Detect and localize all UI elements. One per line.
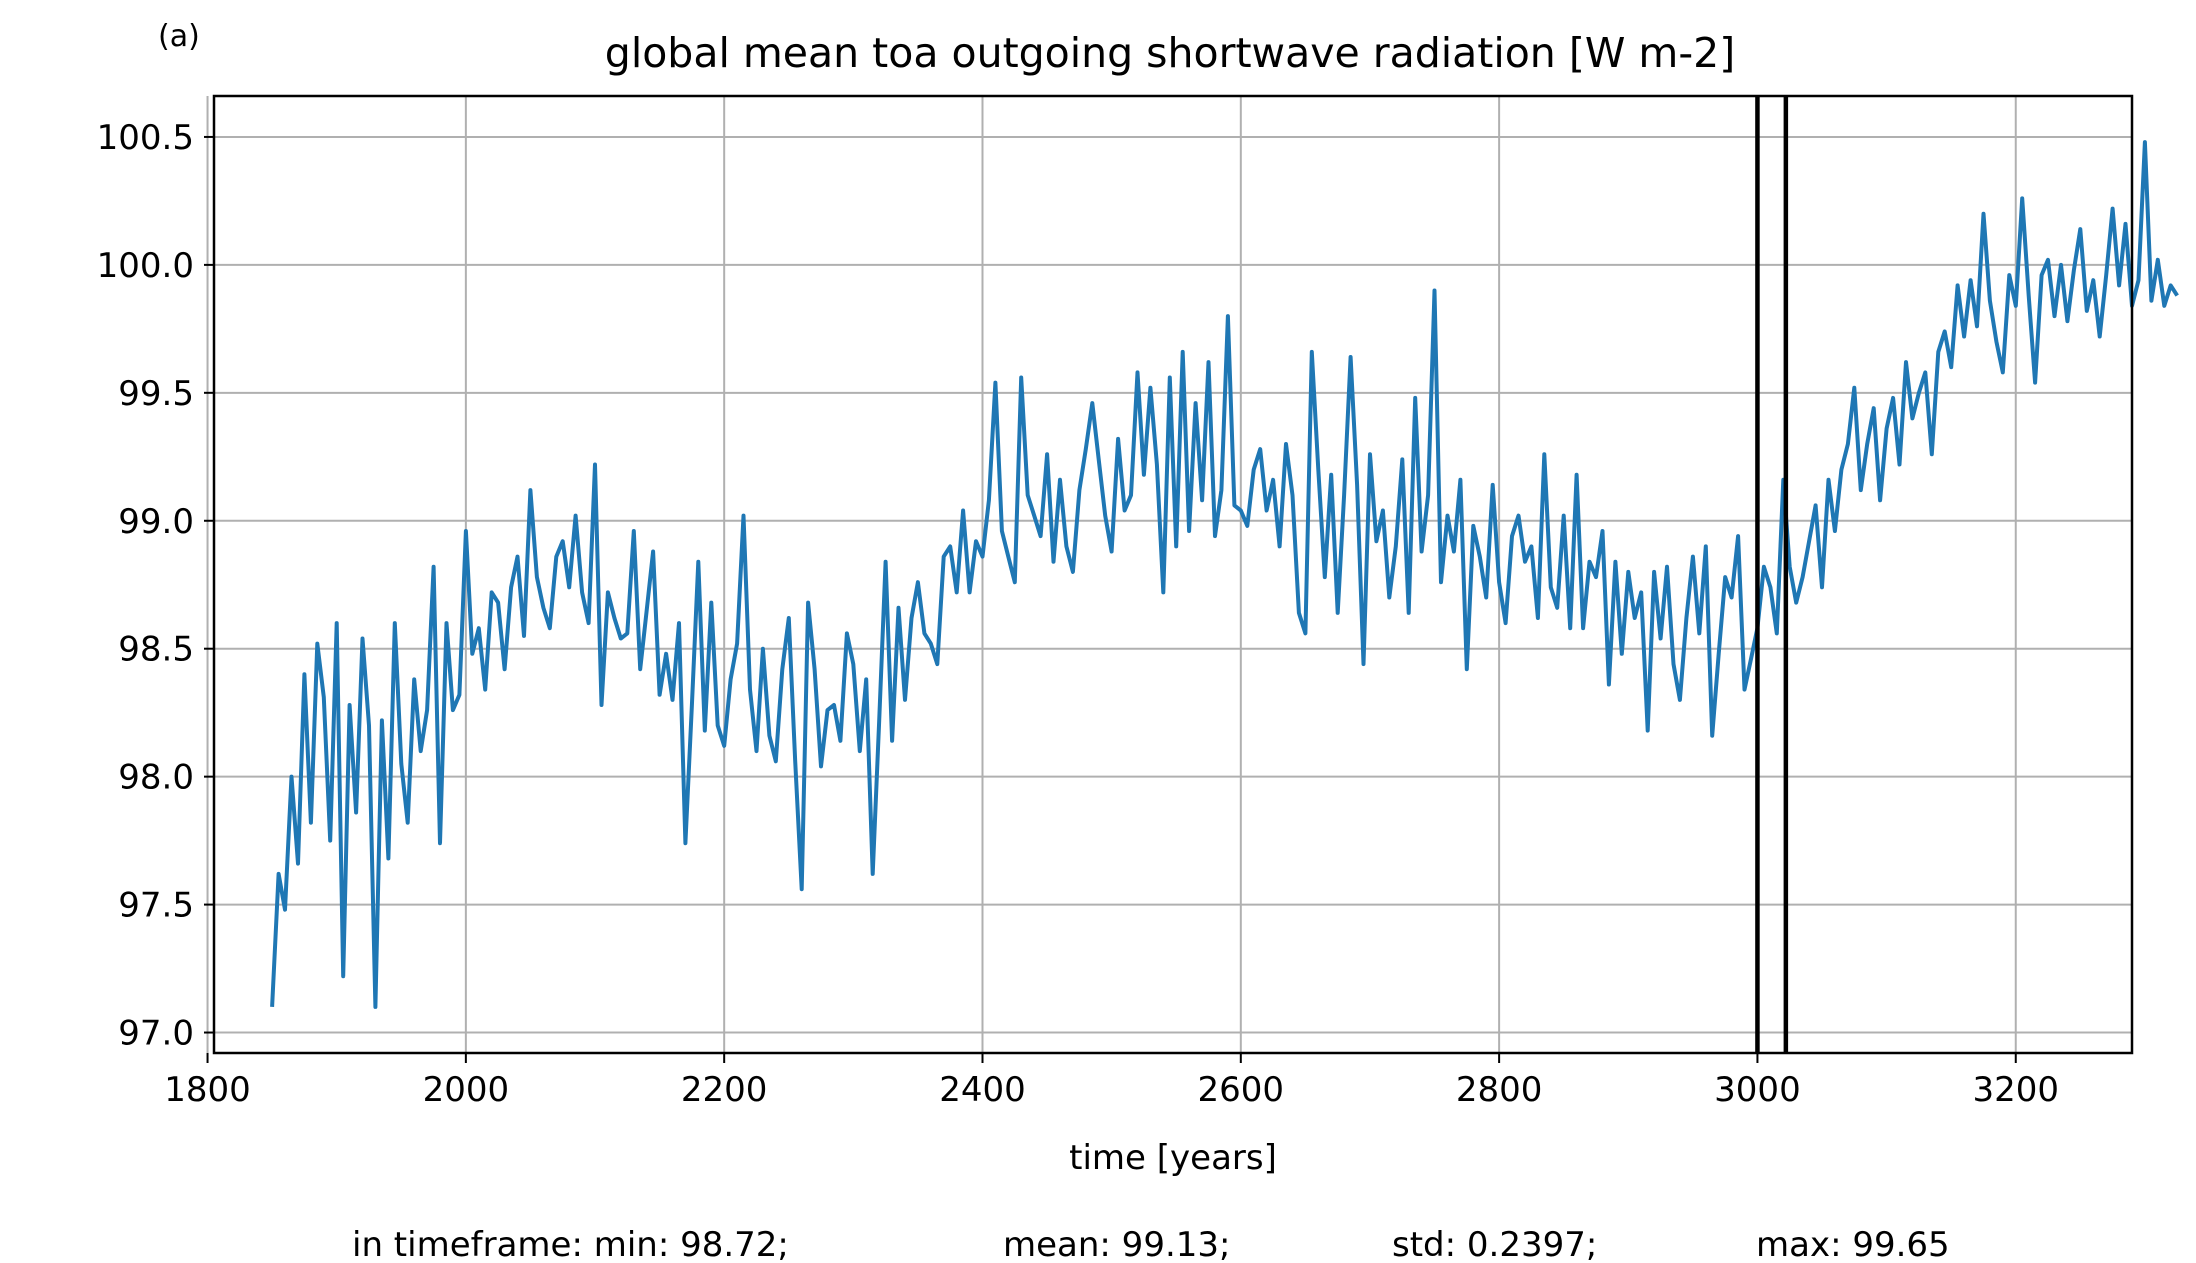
chart: (a) global mean toa outgoing shortwave r… [0,0,2196,1263]
y-tick-label: 98.5 [118,630,194,670]
chart-title: global mean toa outgoing shortwave radia… [605,29,1735,77]
x-tick-label: 1800 [164,1070,251,1110]
stats-max: max: 99.65 [1756,1225,1950,1263]
x-axis-label: time [years] [1069,1138,1277,1178]
y-tick-label: 100.5 [97,118,194,158]
panel-label: (a) [158,19,200,54]
series-line [272,142,2177,1007]
x-tick-label: 2600 [1198,1070,1285,1110]
y-axis: 97.0 97.5 98.0 98.5 99.0 99.5 100.0 100.5 [97,118,214,1054]
stats-min: in timeframe: min: 98.72; [352,1225,789,1263]
x-tick-label: 3200 [1972,1070,2059,1110]
x-tick-label: 2200 [681,1070,768,1110]
stats-mean: mean: 99.13; [1003,1225,1230,1263]
y-tick-label: 97.0 [118,1014,194,1054]
x-tick-label: 2000 [423,1070,510,1110]
stats-std: std: 0.2397; [1392,1225,1597,1263]
y-tick-label: 98.0 [118,758,194,798]
x-tick-label: 2800 [1456,1070,1543,1110]
x-tick-label: 2400 [939,1070,1026,1110]
y-tick-label: 100.0 [97,246,194,286]
data-line [272,142,2177,1007]
plot-frame [214,96,2132,1053]
y-tick-label: 99.5 [118,374,194,414]
y-tick-label: 97.5 [118,886,194,926]
grid-lines [208,96,2132,1053]
x-axis: 1800 2000 2200 2400 2600 2800 3000 3200 [164,1053,2059,1110]
y-tick-label: 99.0 [118,502,194,542]
x-tick-label: 3000 [1714,1070,1801,1110]
